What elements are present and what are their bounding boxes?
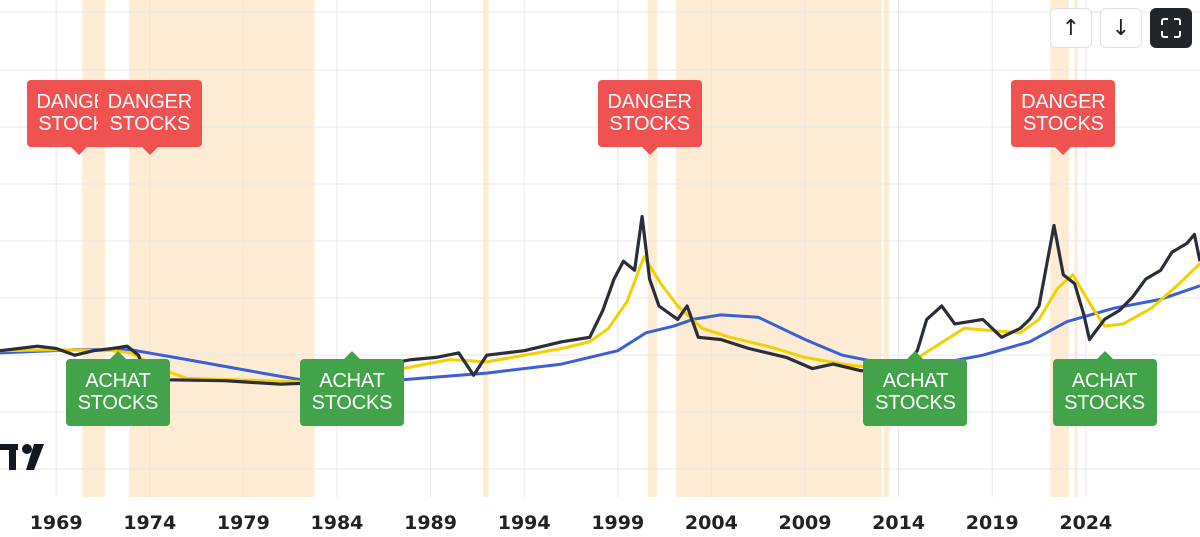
scroll-down-button[interactable]: ↓ [1100, 8, 1142, 48]
x-tick-label: 2014 [872, 512, 926, 534]
shaded-period-6 [883, 0, 890, 497]
arrow-up-icon: ↑ [1061, 15, 1081, 41]
x-tick-label: 2019 [965, 512, 1019, 534]
x-tick-label: 1969 [29, 512, 83, 534]
shaded-period-2 [482, 0, 489, 497]
shaded-period-4 [675, 0, 688, 497]
scroll-up-button[interactable]: ↑ [1050, 8, 1092, 48]
tradingview-logo-icon [0, 444, 44, 470]
x-tick-label: 1989 [404, 512, 457, 534]
x-tick-label: 2024 [1059, 512, 1113, 534]
shaded-period-8 [1074, 0, 1078, 497]
x-tick-label: 1999 [591, 512, 645, 534]
series-line-price [0, 214, 1200, 386]
arrow-down-icon: ↓ [1111, 15, 1131, 41]
x-tick-label: 2004 [684, 512, 738, 534]
x-tick-label: 1994 [497, 512, 551, 534]
shaded-period-3 [647, 0, 658, 497]
x-tick-label: 2009 [778, 512, 832, 534]
achat-stocks-label-5: ACHAT STOCKS [299, 351, 404, 426]
danger-stocks-label-3: DANGER STOCKS [1011, 80, 1116, 155]
danger-stocks-label-2: DANGER STOCKS [597, 80, 702, 155]
achat-stocks-label-7: ACHAT STOCKS [1052, 351, 1157, 426]
fullscreen-button[interactable] [1150, 8, 1192, 48]
series-line-long-average [0, 284, 1200, 385]
x-tick-label: 1979 [216, 512, 270, 534]
x-tick-label: 1974 [123, 512, 177, 534]
danger-stocks-label-1: DANGER STOCKS [97, 80, 202, 155]
fullscreen-icon [1161, 18, 1181, 38]
achat-stocks-label-4: ACHAT STOCKS [65, 351, 170, 426]
achat-stocks-label-6: ACHAT STOCKS [863, 351, 968, 426]
shaded-period-5 [687, 0, 882, 497]
x-tick-label: 1984 [310, 512, 364, 534]
